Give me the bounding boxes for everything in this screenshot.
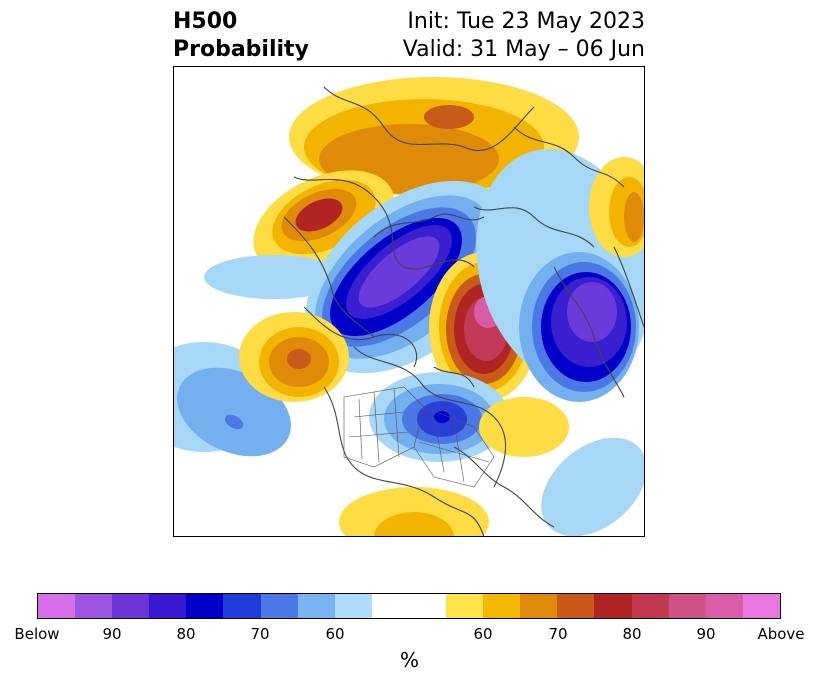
colorbar-segment bbox=[483, 594, 521, 618]
colorbar-tick-label: 80 bbox=[622, 625, 642, 643]
colorbar-segment bbox=[297, 594, 335, 618]
colorbar-segment bbox=[446, 594, 484, 618]
colorbar-segment bbox=[223, 594, 261, 618]
colorbar-tick-label: 70 bbox=[250, 625, 270, 643]
colorbar-tick-label: 80 bbox=[176, 625, 196, 643]
coastlines bbox=[283, 86, 644, 536]
title-line-2: Probability bbox=[173, 37, 309, 62]
colorbar-tick-label: 70 bbox=[548, 625, 568, 643]
anomaly-above-northeast bbox=[589, 157, 644, 257]
colorbar-tick-label: 90 bbox=[696, 625, 716, 643]
colorbar-tick-label: Above bbox=[757, 625, 805, 643]
map-svg bbox=[174, 67, 644, 536]
colorbar-segment bbox=[371, 594, 409, 618]
date-info: Init: Tue 23 May 2023 Valid: 31 May – 06… bbox=[385, 8, 645, 64]
colorbar-segment bbox=[186, 594, 224, 618]
anomaly-below-east bbox=[541, 437, 644, 536]
colorbar-segment bbox=[408, 594, 447, 618]
anomaly-below-hudson bbox=[369, 372, 509, 462]
valid-date: Valid: 31 May – 06 Jun bbox=[402, 37, 645, 62]
colorbar-segment bbox=[260, 594, 298, 618]
probability-map bbox=[173, 66, 645, 537]
colorbar-ticks: Below 90 80 70 60 60 70 80 90 Above bbox=[0, 625, 819, 645]
colorbar-unit-label: % bbox=[399, 648, 419, 672]
init-date: Init: Tue 23 May 2023 bbox=[407, 9, 645, 34]
anomaly-above-pacific bbox=[239, 312, 349, 402]
colorbar-segment bbox=[631, 594, 669, 618]
title-line-1: H500 bbox=[173, 9, 238, 34]
colorbar-tick-label: 90 bbox=[102, 625, 122, 643]
anomaly-above-southeast bbox=[339, 397, 569, 536]
colorbar bbox=[37, 593, 781, 619]
colorbar-segment bbox=[149, 594, 187, 618]
chart-title: H500 Probability bbox=[173, 8, 309, 64]
colorbar-tick-label: 60 bbox=[325, 625, 345, 643]
colorbar-segment bbox=[334, 594, 372, 618]
state-borders bbox=[343, 386, 495, 488]
colorbar-segment bbox=[668, 594, 706, 618]
colorbar-segment bbox=[594, 594, 632, 618]
colorbar-segment bbox=[742, 594, 780, 618]
colorbar-segment bbox=[112, 594, 150, 618]
colorbar-segment bbox=[557, 594, 595, 618]
colorbar-segment bbox=[38, 594, 76, 618]
colorbar-segment bbox=[520, 594, 558, 618]
colorbar-tick-label: 60 bbox=[473, 625, 493, 643]
colorbar-segment bbox=[75, 594, 113, 618]
colorbar-tick-label: Below bbox=[14, 625, 60, 643]
colorbar-segment bbox=[705, 594, 743, 618]
